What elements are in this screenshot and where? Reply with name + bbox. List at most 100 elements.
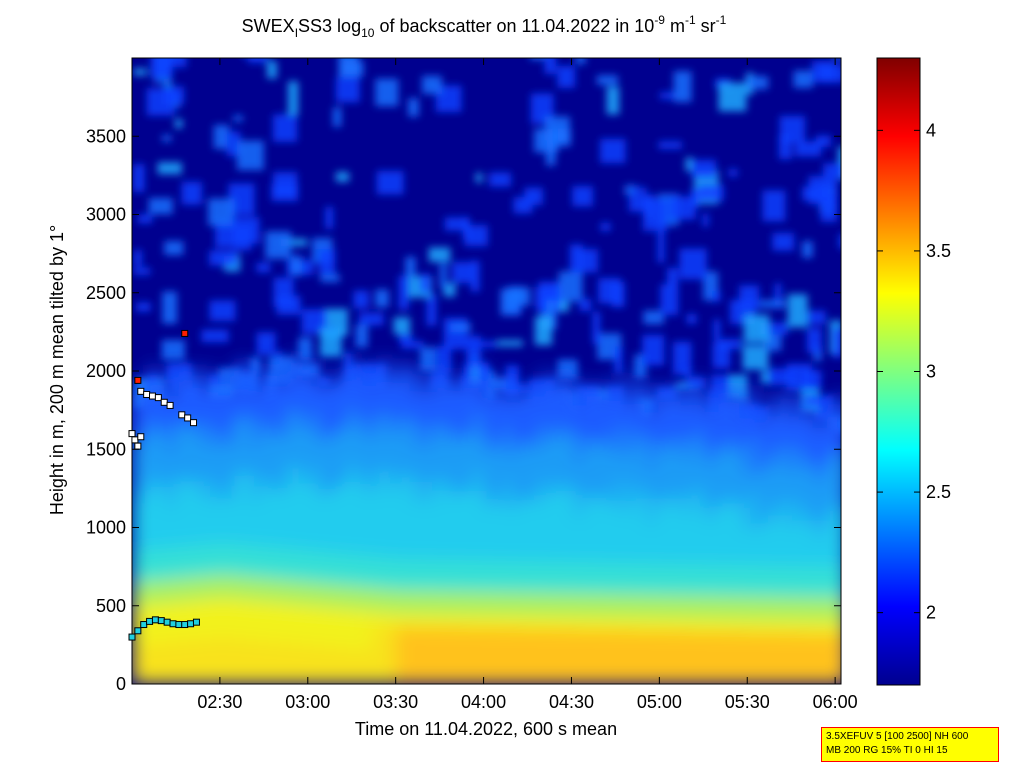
layer-marker bbox=[134, 627, 142, 635]
layer-marker bbox=[143, 390, 151, 398]
colorbar-tick-label: 4 bbox=[926, 120, 936, 140]
heat-patch bbox=[631, 187, 647, 194]
heat-patch bbox=[272, 114, 298, 142]
band-orange bbox=[714, 631, 721, 684]
band-orange bbox=[192, 639, 199, 684]
heat-patch bbox=[208, 198, 235, 226]
band-orange bbox=[246, 639, 253, 684]
band-orange bbox=[570, 629, 577, 684]
heat-patch bbox=[600, 138, 626, 164]
band-yellow bbox=[360, 610, 367, 684]
y-tick-label: 1500 bbox=[86, 439, 126, 459]
heat-patch bbox=[728, 169, 738, 177]
band-orange bbox=[474, 627, 481, 684]
band-orange bbox=[744, 632, 751, 684]
band-orange bbox=[480, 627, 487, 684]
heat-patch bbox=[596, 75, 618, 85]
heat-patch bbox=[772, 233, 795, 251]
layer-marker bbox=[134, 442, 142, 450]
colorbar-gradient bbox=[876, 57, 921, 686]
heat-patch bbox=[353, 290, 369, 309]
band-orange bbox=[822, 633, 829, 684]
heat-patch bbox=[256, 332, 276, 355]
heat-patch bbox=[774, 283, 782, 309]
heat-patch bbox=[375, 289, 389, 308]
heat-patch bbox=[134, 249, 142, 267]
band-orange bbox=[660, 630, 667, 684]
y-axis: 0 500 1000 1500 2000 2500 3000 3500 bbox=[86, 126, 841, 694]
heat-patch bbox=[209, 300, 236, 321]
band-orange bbox=[312, 645, 319, 684]
y-tick-label: 2000 bbox=[86, 361, 126, 381]
heat-patch bbox=[470, 260, 480, 292]
band-orange bbox=[138, 644, 145, 684]
y-tick-label: 3500 bbox=[86, 126, 126, 146]
band-yellow bbox=[366, 610, 373, 684]
x-tick-label: 06:00 bbox=[813, 692, 858, 712]
heat-patch bbox=[426, 294, 437, 326]
heat-patch bbox=[660, 284, 679, 316]
heat-patch bbox=[428, 247, 451, 262]
heat-patch bbox=[408, 98, 419, 117]
heat-patch bbox=[643, 310, 664, 325]
layer-marker bbox=[184, 414, 192, 422]
band-orange bbox=[492, 627, 499, 684]
band-orange bbox=[276, 642, 283, 684]
heat-patch bbox=[290, 255, 303, 276]
band-orange bbox=[504, 628, 511, 684]
heat-patch bbox=[511, 287, 531, 306]
heat-patch bbox=[162, 291, 178, 324]
heat-patch bbox=[393, 317, 411, 335]
heat-patch bbox=[658, 141, 682, 149]
heat-patch bbox=[793, 70, 814, 88]
heat-patch bbox=[250, 357, 261, 374]
band-orange bbox=[432, 626, 439, 684]
heat-patch bbox=[215, 219, 234, 248]
y-tick-label: 0 bbox=[116, 674, 126, 694]
heat-patch bbox=[209, 250, 237, 266]
heatmap-bands bbox=[132, 354, 841, 684]
band-orange bbox=[300, 644, 307, 684]
layer-marker bbox=[140, 621, 148, 629]
band-orange bbox=[564, 629, 571, 684]
band-orange bbox=[804, 633, 811, 684]
heat-patch bbox=[133, 164, 145, 193]
heat-patch bbox=[133, 68, 147, 76]
band-orange bbox=[720, 631, 727, 684]
layer-marker bbox=[149, 392, 157, 400]
band-orange bbox=[792, 633, 799, 684]
band-yellow bbox=[342, 608, 349, 684]
band-orange bbox=[258, 640, 265, 684]
band-orange bbox=[528, 628, 535, 684]
band-orange bbox=[390, 625, 397, 684]
band-orange bbox=[522, 628, 529, 684]
band-orange bbox=[228, 637, 235, 684]
heat-patch bbox=[691, 188, 699, 208]
heat-patch bbox=[659, 92, 678, 100]
band-orange bbox=[702, 631, 709, 684]
heat-patch bbox=[273, 172, 298, 197]
band-orange bbox=[690, 631, 697, 684]
heat-patch bbox=[325, 206, 334, 229]
heat-patch bbox=[717, 339, 742, 349]
band-orange bbox=[582, 629, 589, 684]
heat-patch bbox=[572, 186, 593, 207]
band-orange bbox=[828, 633, 835, 684]
heat-patch bbox=[534, 316, 553, 346]
heat-patch bbox=[540, 294, 549, 313]
heat-patch bbox=[686, 314, 697, 324]
band-orange bbox=[294, 643, 301, 684]
heat-patch bbox=[702, 213, 709, 227]
band-orange bbox=[450, 627, 457, 684]
colorbar-tick-label: 2 bbox=[926, 603, 936, 623]
x-tick-label: 05:00 bbox=[637, 692, 682, 712]
heat-patch bbox=[557, 65, 576, 88]
heat-patch bbox=[420, 347, 436, 372]
heat-patch bbox=[162, 135, 172, 142]
band-orange bbox=[636, 630, 643, 684]
layer-marker bbox=[128, 430, 136, 438]
heat-patch bbox=[247, 58, 268, 63]
heat-patch bbox=[713, 319, 721, 341]
heat-patch bbox=[443, 283, 456, 297]
colorbar-tick-label: 2.5 bbox=[926, 482, 951, 502]
